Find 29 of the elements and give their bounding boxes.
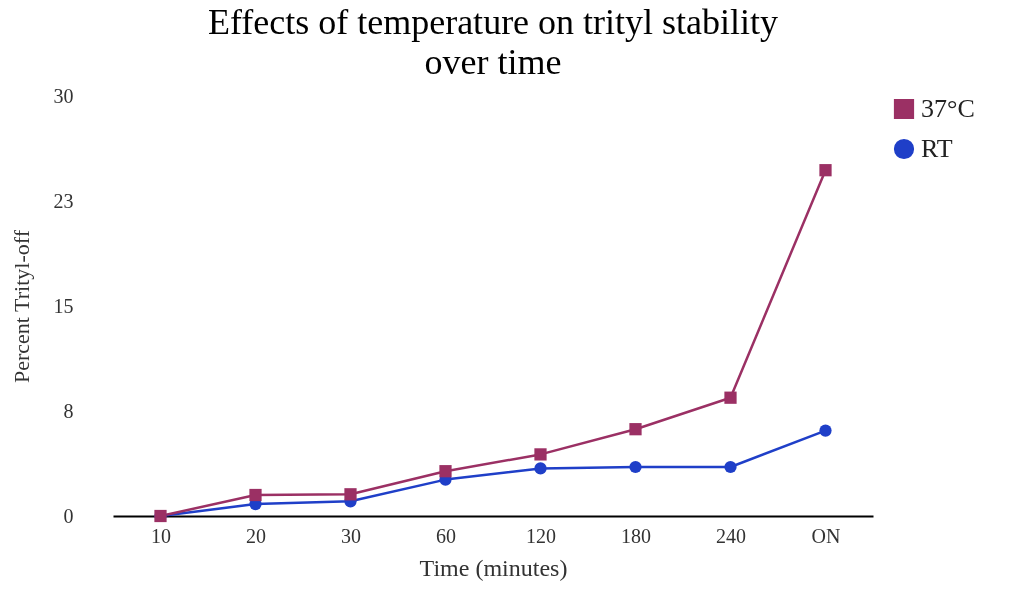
point (819, 164, 832, 177)
y-tick-label: 0 (63, 504, 74, 527)
x-axis-title: Time (minutes) (419, 554, 568, 581)
y-tick-label: 8 (63, 399, 74, 422)
x-tick-label: 60 (436, 524, 456, 547)
x-tick-label: 10 (151, 524, 171, 547)
x-tick-label: 240 (716, 524, 746, 547)
point (629, 460, 642, 474)
x-tick-label: 180 (621, 524, 651, 547)
x-tick-label: 30 (341, 524, 361, 547)
point (534, 448, 547, 461)
x-tick-label: 20 (246, 524, 266, 547)
legend-label: RT (921, 134, 953, 163)
chart-title: Effects of temperature on trityl stability over time (207, 2, 779, 82)
point (344, 488, 357, 501)
point (819, 424, 832, 437)
legend-label: 37°C (921, 94, 975, 123)
y-tick-label: 30 (53, 84, 74, 107)
x-tick-label: ON (811, 524, 841, 547)
point (249, 488, 262, 502)
x-tick-label: 120 (526, 524, 556, 547)
point (724, 460, 737, 474)
point (629, 423, 642, 436)
point (534, 462, 547, 475)
y-tick-label: 23 (53, 189, 74, 212)
point (724, 391, 737, 404)
y-tick-label: 15 (53, 294, 74, 317)
point (439, 465, 452, 478)
y-axis-title: Percent Trityl-off (8, 229, 34, 383)
